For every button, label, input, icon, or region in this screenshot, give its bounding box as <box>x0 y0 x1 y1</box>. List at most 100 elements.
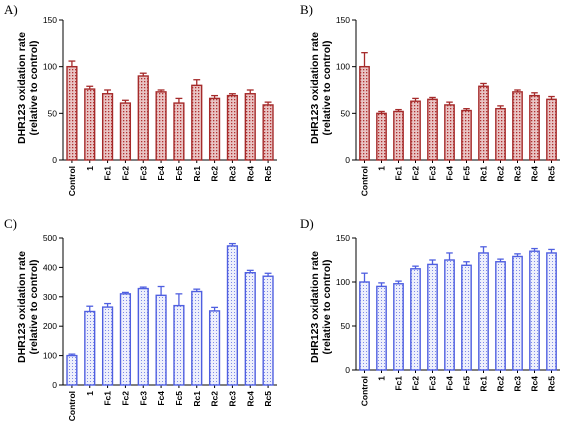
bar-d-fc3 <box>427 263 438 371</box>
bar-c-rc3 <box>226 245 239 386</box>
panel-label-c: C) <box>4 216 17 231</box>
y-tick-label-b: 100 <box>336 62 350 72</box>
panel-label-d: D) <box>300 216 314 231</box>
category-label-b: Fc2 <box>411 166 421 181</box>
category-label-d: Rc1 <box>479 376 489 392</box>
bar-d-rc4 <box>529 250 540 371</box>
category-labels-b: Control 1 Fc1 Fc2 Fc3 Fc4 Fc5 Rc1 Rc2 Rc3 Rc4 Rc5 <box>360 166 557 196</box>
axes-b: 0 50 100 150 <box>336 15 560 165</box>
y-axis-label-d-line1: DHR123 oxidation rate <box>309 251 321 363</box>
category-label-b: Fc1 <box>394 166 404 181</box>
y-tick-label-c: 400 <box>43 262 57 272</box>
y-tick-label-a: 50 <box>48 108 58 118</box>
category-label-c: Rc2 <box>210 391 220 407</box>
bar-b-fc1 <box>393 110 404 161</box>
y-tick-label-d: 50 <box>341 321 351 331</box>
bars-b <box>359 52 557 161</box>
category-label-a: Rc2 <box>210 166 220 182</box>
bar-d-rc1 <box>478 252 489 371</box>
bar-a-rc3 <box>226 94 239 161</box>
category-label-a: Rc5 <box>263 166 273 182</box>
y-tick-label-d: 0 <box>345 365 350 375</box>
category-label-d: Control <box>360 376 370 406</box>
category-label-a: Fc1 <box>103 166 113 181</box>
category-label-c: Rc3 <box>227 391 237 407</box>
category-label-b: Rc4 <box>530 166 540 182</box>
category-label-b: Fc5 <box>462 166 472 181</box>
category-label-c: Fc3 <box>138 391 148 406</box>
bar-d-1 <box>376 285 387 371</box>
y-tick-label-b: 0 <box>345 155 350 165</box>
bar-a-fc2 <box>119 102 132 161</box>
category-label-b: Rc2 <box>496 166 506 182</box>
bar-c-fc1 <box>101 306 114 386</box>
bars-d <box>359 246 557 371</box>
category-label-a: Fc4 <box>156 166 166 181</box>
category-label-d: Rc2 <box>496 376 506 392</box>
category-labels-d: Control 1 Fc1 Fc2 Fc3 Fc4 Fc5 Rc1 Rc2 Rc3 Rc4 Rc5 <box>360 376 557 406</box>
y-axis-label-b-line2: (relative to control) <box>321 40 333 135</box>
category-label-a: Rc3 <box>227 166 237 182</box>
category-label-c: Fc4 <box>156 391 166 406</box>
bar-a-fc5 <box>173 102 185 161</box>
bar-d-fc4 <box>444 259 455 371</box>
bar-b-fc5 <box>461 109 472 161</box>
y-axis-label-c-line1: DHR123 oxidation rate <box>16 251 28 363</box>
category-label-a: Fc5 <box>174 166 184 181</box>
bar-c-fc3 <box>137 287 149 386</box>
y-axis-label-b-line1: DHR123 oxidation rate <box>309 32 321 144</box>
category-label-a: Fc2 <box>120 166 130 181</box>
category-label-d: Fc4 <box>445 376 455 391</box>
category-label-d: Fc5 <box>462 376 472 391</box>
bar-b-rc2 <box>495 107 506 161</box>
bar-b-rc3 <box>512 91 523 161</box>
bar-a-rc5 <box>262 104 274 161</box>
category-label-b: Fc3 <box>428 166 438 181</box>
bar-d-fc2 <box>410 268 421 371</box>
bar-c-control <box>66 354 78 386</box>
category-label-b: 1 <box>377 166 387 171</box>
bar-d-rc2 <box>495 261 506 371</box>
bar-a-control <box>66 65 78 161</box>
y-tick-label-b: 150 <box>336 15 350 25</box>
bar-d-control <box>359 281 370 371</box>
category-label-b: Rc3 <box>513 166 523 182</box>
y-tick-label-c: 100 <box>43 351 57 361</box>
category-label-b: Fc4 <box>445 166 455 181</box>
category-label-b: Rc1 <box>479 166 489 182</box>
bar-d-fc1 <box>393 283 404 371</box>
bar-a-fc1 <box>101 93 114 161</box>
bar-b-fc4 <box>444 104 455 161</box>
bar-c-rc2 <box>208 310 221 386</box>
y-axis-label-d-line2: (relative to control) <box>321 259 333 354</box>
category-label-c: Rc1 <box>192 391 202 407</box>
category-label-d: 1 <box>377 376 387 381</box>
axes-c: 0 100 200 300 400 500 <box>43 233 277 390</box>
y-tick-label-c: 500 <box>43 233 57 243</box>
category-label-c: Fc5 <box>174 391 184 406</box>
category-label-a: Rc4 <box>245 166 255 182</box>
bar-b-rc1 <box>478 85 489 161</box>
y-tick-label-a: 100 <box>43 62 57 72</box>
category-label-b: Control <box>360 166 370 196</box>
category-label-c: 1 <box>85 391 95 396</box>
bar-b-fc3 <box>427 98 438 161</box>
category-label-d: Rc3 <box>513 376 523 392</box>
category-label-d: Fc2 <box>411 376 421 391</box>
y-axis-label-c-line2: (relative to control) <box>28 259 40 354</box>
category-label-c: Fc1 <box>103 391 113 406</box>
bar-d-rc3 <box>512 255 523 371</box>
chart-panel-d: D) DHR123 oxidation rate (relative to co… <box>300 216 560 406</box>
bars-a <box>66 60 274 161</box>
category-label-c: Rc5 <box>263 391 273 407</box>
bar-c-1 <box>84 310 96 386</box>
category-label-c: Fc2 <box>120 391 130 406</box>
category-label-a: Rc1 <box>192 166 202 182</box>
category-label-d: Fc1 <box>394 376 404 391</box>
bar-b-rc5 <box>546 98 557 161</box>
y-tick-label-c: 0 <box>52 380 57 390</box>
bar-a-fc3 <box>137 75 149 161</box>
bar-b-control <box>359 65 370 161</box>
bars-c <box>66 242 274 386</box>
